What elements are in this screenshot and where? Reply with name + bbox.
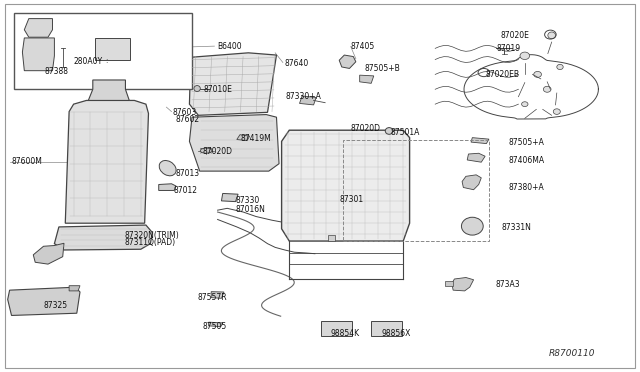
Text: 87020D: 87020D bbox=[351, 124, 381, 133]
Ellipse shape bbox=[385, 128, 393, 134]
Bar bbox=[343, 140, 489, 241]
Text: 87557R: 87557R bbox=[197, 293, 227, 302]
Ellipse shape bbox=[553, 109, 561, 115]
Bar bbox=[371, 321, 402, 336]
Polygon shape bbox=[471, 138, 489, 144]
Text: 87380+A: 87380+A bbox=[508, 183, 544, 192]
Polygon shape bbox=[300, 96, 316, 105]
Text: 87012: 87012 bbox=[173, 186, 197, 195]
Polygon shape bbox=[65, 100, 148, 223]
Ellipse shape bbox=[543, 86, 551, 92]
Text: 87405: 87405 bbox=[351, 42, 375, 51]
Polygon shape bbox=[209, 322, 223, 327]
Text: 98856X: 98856X bbox=[381, 329, 411, 338]
Polygon shape bbox=[282, 130, 410, 241]
Text: 87331N: 87331N bbox=[502, 223, 532, 232]
Text: 87010E: 87010E bbox=[204, 85, 232, 94]
Ellipse shape bbox=[159, 160, 176, 176]
Text: 87020E: 87020E bbox=[500, 31, 529, 40]
Text: 87501A: 87501A bbox=[390, 128, 420, 137]
Text: 98854K: 98854K bbox=[330, 329, 360, 338]
Ellipse shape bbox=[522, 102, 528, 106]
Text: 87330: 87330 bbox=[236, 196, 260, 205]
Polygon shape bbox=[88, 80, 129, 100]
Polygon shape bbox=[8, 287, 80, 315]
Bar bbox=[445, 281, 453, 286]
Ellipse shape bbox=[194, 86, 200, 92]
Text: 87640: 87640 bbox=[284, 59, 308, 68]
Text: 87419M: 87419M bbox=[241, 134, 271, 143]
Ellipse shape bbox=[461, 217, 483, 235]
Polygon shape bbox=[462, 175, 481, 190]
Text: 87505+B: 87505+B bbox=[365, 64, 401, 73]
Polygon shape bbox=[221, 193, 238, 202]
Ellipse shape bbox=[520, 52, 529, 60]
Text: B6400: B6400 bbox=[218, 42, 242, 51]
Polygon shape bbox=[189, 115, 279, 171]
Text: 87325: 87325 bbox=[44, 301, 68, 310]
Bar bbox=[14, 13, 192, 89]
Ellipse shape bbox=[548, 32, 556, 39]
Text: 87013: 87013 bbox=[176, 169, 200, 178]
Polygon shape bbox=[69, 286, 80, 291]
Polygon shape bbox=[22, 38, 54, 71]
Text: 87016N: 87016N bbox=[236, 205, 266, 214]
Polygon shape bbox=[24, 19, 52, 37]
Polygon shape bbox=[159, 184, 176, 190]
Text: 87406MA: 87406MA bbox=[508, 156, 544, 165]
Text: 87603: 87603 bbox=[173, 108, 197, 117]
Bar bbox=[328, 235, 335, 241]
Polygon shape bbox=[33, 243, 64, 264]
Bar bbox=[95, 38, 130, 60]
Text: 873A3: 873A3 bbox=[495, 280, 520, 289]
Polygon shape bbox=[189, 53, 276, 115]
Ellipse shape bbox=[557, 64, 563, 70]
Text: :: : bbox=[106, 58, 108, 64]
Text: 87602: 87602 bbox=[176, 115, 200, 124]
Text: 87311Q(PAD): 87311Q(PAD) bbox=[125, 238, 176, 247]
Text: 87019: 87019 bbox=[497, 44, 521, 53]
Text: 87020EB: 87020EB bbox=[485, 70, 519, 79]
Text: 87301: 87301 bbox=[339, 195, 364, 204]
Polygon shape bbox=[467, 153, 485, 162]
Text: 87020D: 87020D bbox=[202, 147, 232, 156]
Bar bbox=[321, 321, 352, 336]
Text: 87330+A: 87330+A bbox=[285, 92, 321, 101]
Text: 87505: 87505 bbox=[202, 322, 227, 331]
Polygon shape bbox=[211, 292, 224, 298]
Polygon shape bbox=[54, 225, 152, 250]
Ellipse shape bbox=[200, 148, 212, 153]
Text: 87505+A: 87505+A bbox=[508, 138, 544, 147]
Polygon shape bbox=[360, 75, 374, 83]
Text: 87600M: 87600M bbox=[12, 157, 42, 166]
Text: R8700110: R8700110 bbox=[548, 349, 595, 358]
Text: 280A0Y: 280A0Y bbox=[74, 57, 103, 65]
Polygon shape bbox=[339, 55, 356, 68]
Polygon shape bbox=[452, 278, 474, 291]
Ellipse shape bbox=[534, 71, 541, 77]
Polygon shape bbox=[237, 135, 250, 141]
Text: 87320N(TRIM): 87320N(TRIM) bbox=[125, 231, 180, 240]
Text: 87388: 87388 bbox=[44, 67, 68, 76]
